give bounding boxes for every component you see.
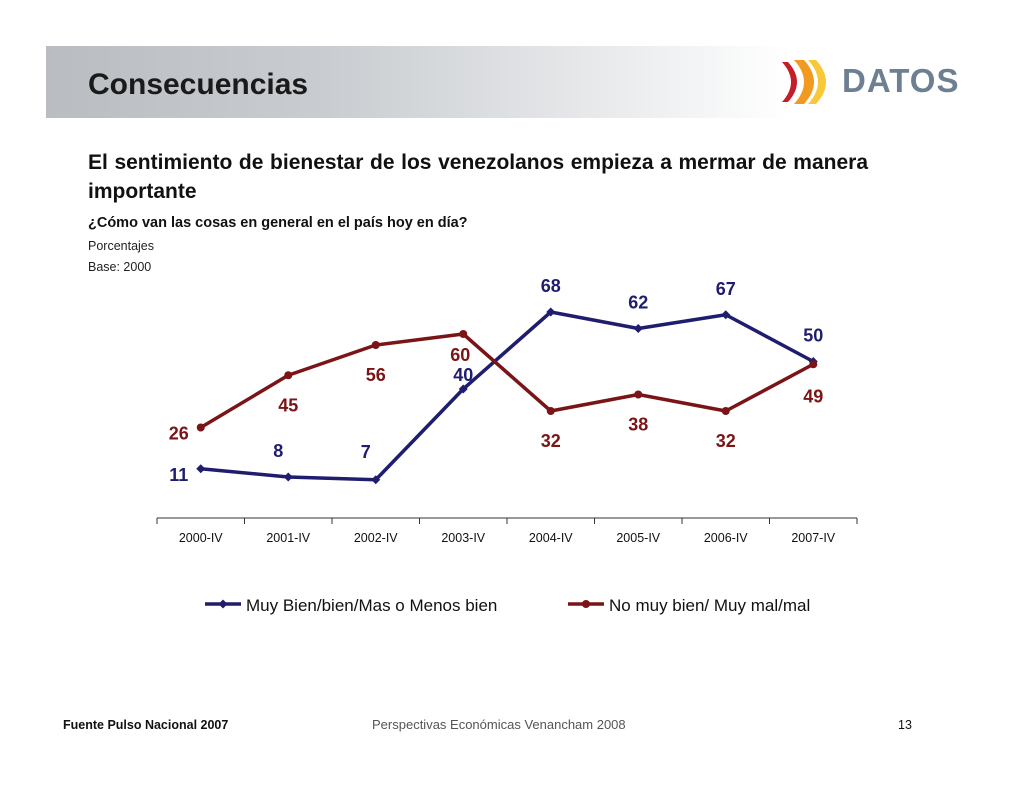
data-label-series-2: 26: [169, 424, 189, 444]
x-tick-label: 2005-IV: [616, 531, 660, 545]
x-tick-label: 2001-IV: [266, 531, 310, 545]
footer-center: Perspectivas Económicas Venancham 2008: [372, 717, 626, 732]
data-label-series-2: 56: [366, 365, 386, 385]
headline: El sentimiento de bienestar de los venez…: [88, 151, 868, 203]
note-base: Base: 2000: [88, 260, 152, 274]
series-1-point: [283, 472, 293, 482]
data-label-series-2: 38: [628, 415, 648, 435]
data-label-series-1: 67: [716, 279, 736, 299]
data-label-series-1: 7: [361, 442, 371, 462]
series-1-point: [546, 307, 556, 317]
legend-marker: [582, 600, 590, 608]
series-2-point: [721, 407, 730, 415]
data-label-series-2: 60: [450, 345, 470, 365]
data-label-series-2: 45: [278, 395, 298, 415]
data-label-series-1: 50: [803, 326, 823, 346]
survey-question: ¿Cómo van las cosas en general en el paí…: [88, 215, 468, 231]
footer-source: Fuente Pulso Nacional 2007: [63, 718, 229, 732]
data-label-series-1: 62: [628, 293, 648, 313]
series-1-point: [458, 384, 468, 394]
series-1-point: [721, 310, 731, 320]
x-tick-label: 2006-IV: [704, 531, 748, 545]
series-line-2: [199, 332, 815, 430]
data-label-series-2: 32: [541, 431, 561, 451]
x-tick-label: 2007-IV: [791, 531, 835, 545]
series-2-point: [459, 330, 468, 338]
series-1-point: [196, 464, 206, 474]
x-tick-label: 2000-IV: [179, 531, 223, 545]
logo-orange-chevron: [794, 60, 814, 104]
data-labels: 11 8 7 40 68 62 67 50 26 45 56 60 32 38 32 49: [169, 276, 824, 485]
legend-label: Muy Bien/bien/Mas o Menos bien: [246, 596, 497, 615]
data-label-series-1: 11: [169, 465, 188, 485]
logo-mark-icon: [782, 60, 826, 104]
x-axis-ticks: 2000-IV 2001-IV 2002-IV 2003-IV 2004-IV 2005-…: [156, 518, 858, 545]
series-2-point: [371, 341, 380, 349]
legend: Muy Bien/bien/Mas o Menos bien No muy bie…: [205, 596, 810, 615]
series-layer: [196, 307, 818, 485]
slide-title: Consecuencias: [88, 68, 309, 101]
series-line-1: [200, 310, 815, 482]
series-1-point: [633, 324, 643, 333]
legend-marker: [218, 599, 228, 609]
series-2-point: [634, 390, 643, 399]
logo-red-chevron: [782, 62, 797, 102]
note-units: Porcentajes: [88, 239, 155, 253]
data-label-series-1: 68: [541, 276, 561, 296]
series-2-point: [284, 371, 293, 380]
x-tick-label: 2004-IV: [529, 531, 573, 545]
series-2-point: [196, 423, 205, 432]
data-label-series-1: 8: [273, 441, 283, 461]
datos-logo: DATOS: [780, 56, 970, 108]
page-number: 13: [898, 718, 912, 732]
logo-text: DATOS: [842, 62, 960, 99]
x-tick-label: 2002-IV: [354, 531, 398, 545]
series-1-point: [371, 475, 381, 485]
x-tick-label: 2003-IV: [441, 531, 485, 545]
series-2-point: [546, 407, 555, 415]
data-label-series-2: 49: [803, 386, 823, 406]
data-label-series-1: 40: [453, 365, 473, 385]
logo-yellow-chevron: [808, 60, 826, 104]
series-2-point: [809, 360, 818, 369]
legend-label: No muy bien/ Muy mal/mal: [609, 596, 810, 615]
data-label-series-2: 32: [716, 431, 736, 451]
